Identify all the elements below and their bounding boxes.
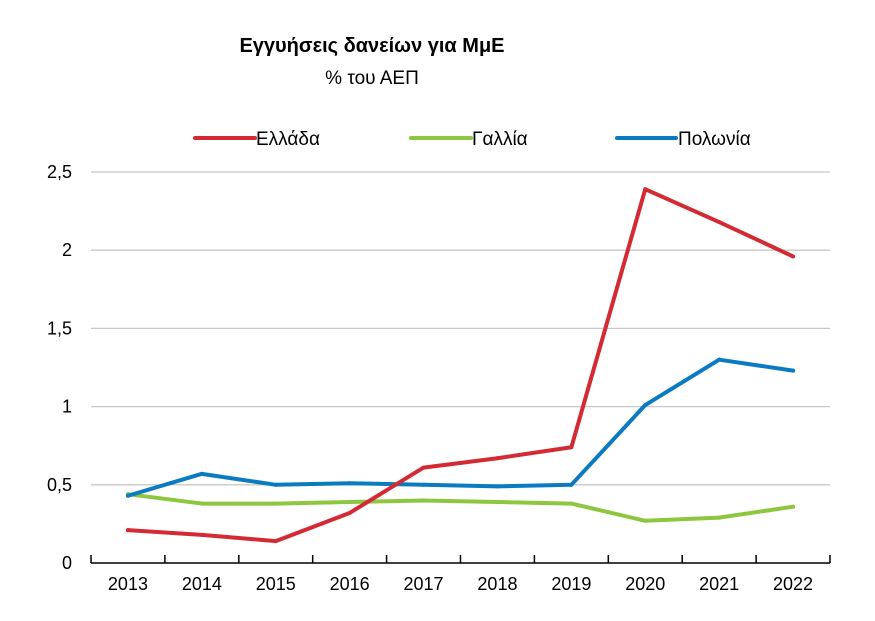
- series-1: [125, 187, 796, 544]
- x-tick-label: 2013: [108, 574, 148, 594]
- data-point: [199, 471, 204, 476]
- series-line: [125, 492, 796, 523]
- x-tick-label: 2017: [404, 574, 444, 594]
- data-point: [347, 510, 352, 515]
- data-point: [347, 500, 352, 505]
- data-point: [125, 528, 130, 533]
- data-point: [421, 482, 426, 487]
- data-point: [791, 368, 796, 373]
- data-point: [717, 357, 722, 362]
- legend-item: Πολωνία: [615, 129, 751, 150]
- data-point: [273, 501, 278, 506]
- data-point: [569, 482, 574, 487]
- data-point: [791, 254, 796, 259]
- data-point: [569, 501, 574, 506]
- y-tick-label: 2: [62, 240, 72, 260]
- x-tick-label: 2020: [625, 574, 665, 594]
- data-point: [495, 484, 500, 489]
- x-tick-label: 2016: [330, 574, 370, 594]
- data-point: [643, 187, 648, 192]
- legend-label: Γαλλία: [472, 129, 528, 150]
- series-line: [125, 187, 796, 544]
- legend-item: Γαλλία: [409, 129, 528, 150]
- chart-title: Εγγυήσεις δανείων για ΜμΕ: [239, 35, 504, 57]
- data-point: [421, 465, 426, 470]
- data-point: [125, 493, 130, 498]
- data-point: [643, 518, 648, 523]
- data-point: [421, 498, 426, 503]
- data-point: [273, 539, 278, 544]
- data-point: [717, 515, 722, 520]
- x-tick-label: 2015: [256, 574, 296, 594]
- y-tick-label: 0,5: [47, 475, 72, 495]
- series-3: [125, 357, 796, 498]
- legend: Ελλάδα Γαλλία Πολωνία: [193, 129, 751, 150]
- legend-item: Ελλάδα: [193, 129, 320, 150]
- series-layer: [125, 187, 796, 544]
- y-tick-label: 0: [62, 553, 72, 573]
- y-tick-label: 2,5: [47, 162, 72, 182]
- x-tick-label: 2019: [551, 574, 591, 594]
- x-tick-label: 2022: [773, 574, 813, 594]
- x-tick-label: 2014: [182, 574, 222, 594]
- legend-label: Πολωνία: [678, 129, 751, 150]
- series-2: [125, 492, 796, 523]
- data-point: [495, 456, 500, 461]
- data-point: [569, 445, 574, 450]
- y-axis-ticks: 0 0,5 1 1,5 2 2,5: [47, 162, 72, 573]
- data-point: [717, 220, 722, 225]
- data-point: [347, 481, 352, 486]
- series-line: [125, 357, 796, 498]
- legend-label: Ελλάδα: [256, 129, 320, 150]
- x-tick-label: 2018: [477, 574, 517, 594]
- x-tick-label: 2021: [699, 574, 739, 594]
- y-tick-label: 1,5: [47, 318, 72, 338]
- data-point: [199, 501, 204, 506]
- data-point: [495, 500, 500, 505]
- gridlines: [91, 171, 830, 486]
- data-point: [199, 532, 204, 537]
- data-point: [643, 403, 648, 408]
- x-axis: 2013 2014 2015 2016 2017 2018 2019 2020 2021 2022: [90, 555, 831, 594]
- data-point: [273, 482, 278, 487]
- data-point: [791, 504, 796, 509]
- chart-subtitle: % του ΑΕΠ: [325, 68, 419, 89]
- y-tick-label: 1: [62, 397, 72, 417]
